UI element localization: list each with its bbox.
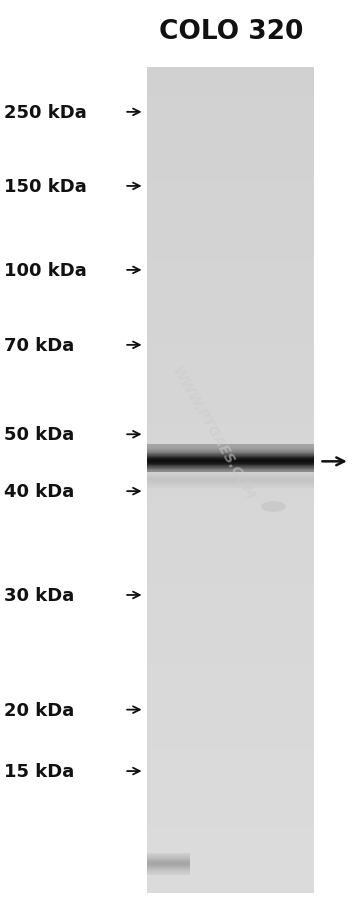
Text: 30 kDa: 30 kDa xyxy=(4,586,74,604)
Text: 250 kDa: 250 kDa xyxy=(4,104,86,122)
Text: 50 kDa: 50 kDa xyxy=(4,426,74,444)
Text: 20 kDa: 20 kDa xyxy=(4,701,74,719)
Ellipse shape xyxy=(261,502,286,512)
Text: 40 kDa: 40 kDa xyxy=(4,483,74,501)
Text: 15 kDa: 15 kDa xyxy=(4,762,74,780)
Text: COLO 320: COLO 320 xyxy=(159,19,303,44)
Text: 100 kDa: 100 kDa xyxy=(4,262,86,280)
Text: WWW.PTGAES.COM: WWW.PTGAES.COM xyxy=(169,364,257,502)
Text: 70 kDa: 70 kDa xyxy=(4,336,74,354)
Text: 150 kDa: 150 kDa xyxy=(4,178,86,196)
